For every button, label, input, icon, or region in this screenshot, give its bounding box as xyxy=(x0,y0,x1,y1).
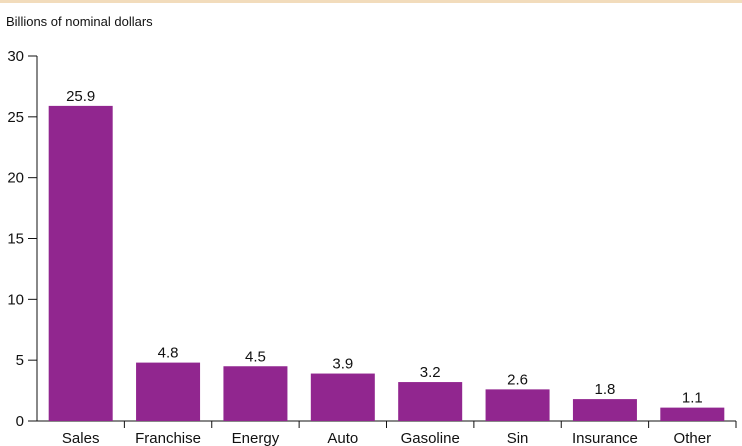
y-tick-label: 5 xyxy=(16,352,24,369)
y-tick-label: 25 xyxy=(7,109,24,126)
bar-value-label: 1.8 xyxy=(595,381,616,398)
bar-value-label: 25.9 xyxy=(66,88,95,105)
bar xyxy=(136,362,201,421)
x-category-label: Insurance xyxy=(572,430,638,446)
y-tick-label: 15 xyxy=(7,231,24,248)
bar xyxy=(572,399,637,421)
bar xyxy=(310,373,375,421)
y-tick-label: 10 xyxy=(7,291,24,308)
x-category-label: Sin xyxy=(507,430,529,446)
bar xyxy=(660,407,725,421)
y-tick-label: 30 xyxy=(7,48,24,65)
x-category-label: Other xyxy=(674,430,712,446)
y-tick-label: 20 xyxy=(7,170,24,187)
x-category-label: Franchise xyxy=(135,430,201,446)
bar-value-label: 1.1 xyxy=(682,390,703,407)
x-category-label: Sales xyxy=(62,430,100,446)
top-rule xyxy=(0,0,742,3)
bar xyxy=(48,105,113,421)
x-category-label: Auto xyxy=(327,430,358,446)
bar-value-label: 3.9 xyxy=(332,356,353,373)
bar-value-label: 3.2 xyxy=(420,364,441,381)
x-category-label: Energy xyxy=(232,430,280,446)
bar xyxy=(223,366,288,421)
bar-value-label: 4.5 xyxy=(245,348,266,365)
bar-value-label: 2.6 xyxy=(507,371,528,388)
y-tick-label: 0 xyxy=(16,413,24,430)
y-axis-unit-label: Billions of nominal dollars xyxy=(6,14,153,29)
bar xyxy=(485,389,550,421)
bar xyxy=(398,382,463,421)
bar-value-label: 4.8 xyxy=(158,345,179,362)
x-category-label: Gasoline xyxy=(401,430,460,446)
